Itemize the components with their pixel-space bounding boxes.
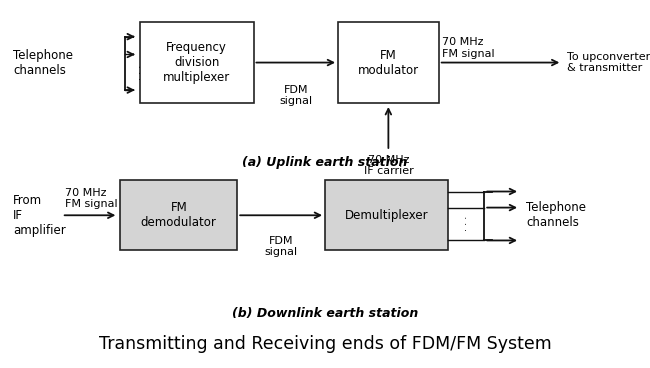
Text: 70 MHz
IF carrier: 70 MHz IF carrier xyxy=(363,155,413,176)
FancyBboxPatch shape xyxy=(338,22,439,103)
Text: · · ·: · · · xyxy=(462,216,472,231)
FancyBboxPatch shape xyxy=(120,180,237,250)
FancyBboxPatch shape xyxy=(140,22,254,103)
Text: Telephone
channels: Telephone channels xyxy=(13,49,73,77)
Text: Frequency
division
multiplexer: Frequency division multiplexer xyxy=(163,41,230,84)
Text: Transmitting and Receiving ends of FDM/FM System: Transmitting and Receiving ends of FDM/F… xyxy=(99,335,551,353)
Text: To upconverter
& transmitter: To upconverter & transmitter xyxy=(567,52,650,73)
Text: (b) Downlink earth station: (b) Downlink earth station xyxy=(232,307,418,320)
FancyBboxPatch shape xyxy=(325,180,448,250)
Text: Demultiplexer: Demultiplexer xyxy=(345,209,428,222)
Text: (a) Uplink earth station: (a) Uplink earth station xyxy=(242,156,408,169)
Text: From
IF
amplifier: From IF amplifier xyxy=(13,194,66,237)
Text: FM
demodulator: FM demodulator xyxy=(141,201,216,229)
Text: FDM
signal: FDM signal xyxy=(265,236,298,257)
Text: 70 MHz
FM signal: 70 MHz FM signal xyxy=(65,188,118,209)
Text: FDM
signal: FDM signal xyxy=(280,85,312,106)
Text: 70 MHz
FM signal: 70 MHz FM signal xyxy=(442,37,495,59)
Text: Telephone
channels: Telephone channels xyxy=(526,201,586,229)
Text: FM
modulator: FM modulator xyxy=(358,49,419,77)
Text: · · ·: · · · xyxy=(136,65,146,80)
